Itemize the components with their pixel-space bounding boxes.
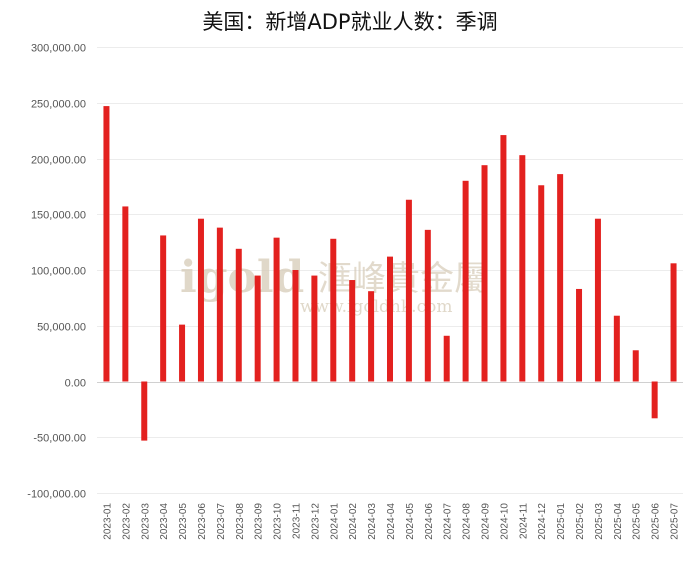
bars [103,106,677,441]
bar-2025-03 [594,218,601,382]
y-tick-label: 250,000.00 [31,99,86,111]
x-tick-label: 2024-08 [462,503,473,540]
x-tick-label: 2023-08 [235,503,246,540]
bar-2024-04 [387,256,393,382]
x-tick-label: 2023-05 [178,503,189,540]
bar-2024-11 [519,155,526,382]
x-tick-label: 2024-09 [481,503,492,540]
y-axis-ticks: 300,000.00 250,000.00 200,000.00 150,000.00… [27,43,86,501]
y-tick-label: -50,000.00 [33,433,86,445]
y-tick-label: 300,000.00 [31,43,86,55]
y-tick-label: -100,000.00 [27,489,86,501]
x-tick-label: 2023-11 [291,503,302,539]
x-tick-label: 2023-01 [102,503,113,540]
bar-2023-09 [254,275,261,382]
x-tick-label: 2024-05 [405,503,416,540]
x-tick-label: 2024-02 [348,503,359,540]
bar-2023-02 [122,206,129,382]
bar-2023-08 [235,248,242,382]
x-tick-label: 2025-03 [594,503,605,540]
x-tick-label: 2023-02 [121,503,132,540]
x-tick-label: 2024-04 [386,503,397,540]
bar-2024-07 [443,335,450,382]
bar-2023-07 [216,227,223,382]
bar-2024-10 [500,135,507,382]
x-tick-label: 2024-01 [329,503,340,540]
x-tick-label: 2024-03 [367,503,378,540]
x-tick-label: 2025-06 [651,503,662,540]
bar-2023-05 [179,324,186,382]
x-tick-label: 2024-10 [499,503,510,540]
bar-2024-09 [481,165,488,382]
bar-2024-03 [368,291,375,382]
chart-title: 美国：新增ADP就业人数：季调 [202,10,498,34]
x-tick-label: 2023-07 [216,503,227,540]
x-tick-label: 2024-11 [518,503,529,539]
bar-2023-03 [141,381,148,441]
x-tick-label: 2023-10 [273,503,284,540]
bar-2023-04 [160,235,167,382]
bar-2024-02 [349,280,356,382]
x-tick-label: 2023-03 [140,503,151,540]
x-tick-label: 2025-05 [632,503,643,540]
x-tick-label: 2023-04 [159,503,170,540]
bar-2025-05 [632,350,639,382]
bar-2024-06 [424,229,431,382]
x-tick-label: 2025-02 [575,503,586,540]
watermark-brand: 滙峰貴金屬 [318,259,488,299]
bar-2023-12 [311,275,318,382]
bar-2025-02 [576,288,583,382]
x-tick-label: 2024-06 [424,503,435,540]
bar-2025-01 [557,174,564,382]
x-tick-label: 2023-06 [197,503,208,540]
bar-2024-01 [330,238,337,382]
x-tick-label: 2025-01 [556,503,567,540]
x-tick-label: 2025-07 [670,503,681,540]
bar-2023-01 [103,106,110,382]
x-tick-label: 2024-12 [537,503,548,540]
x-axis-ticks: 2023-01 2023-02 2023-03 2023-04 2023-05 2023-… [102,503,680,540]
bar-2023-06 [197,218,204,382]
y-tick-label: 0.00 [65,378,86,390]
x-tick-label: 2024-07 [443,503,454,540]
x-tick-label: 2025-04 [613,503,624,540]
bar-2025-07 [670,263,677,382]
y-tick-label: 100,000.00 [31,266,86,278]
bar-2024-05 [405,199,412,382]
bar-2024-12 [538,185,545,382]
bar-2025-06 [651,381,658,419]
y-tick-label: 150,000.00 [31,210,86,222]
bar-2024-08 [462,180,469,382]
x-tick-label: 2023-12 [310,503,321,540]
y-tick-label: 200,000.00 [31,155,86,167]
watermark-site: www.igoldhk.com [300,297,452,317]
bar-2023-11 [292,270,299,382]
y-tick-label: 50,000.00 [37,322,86,334]
bar-2023-10 [273,237,280,382]
bar-2025-04 [613,315,620,382]
x-tick-label: 2023-09 [254,503,265,540]
